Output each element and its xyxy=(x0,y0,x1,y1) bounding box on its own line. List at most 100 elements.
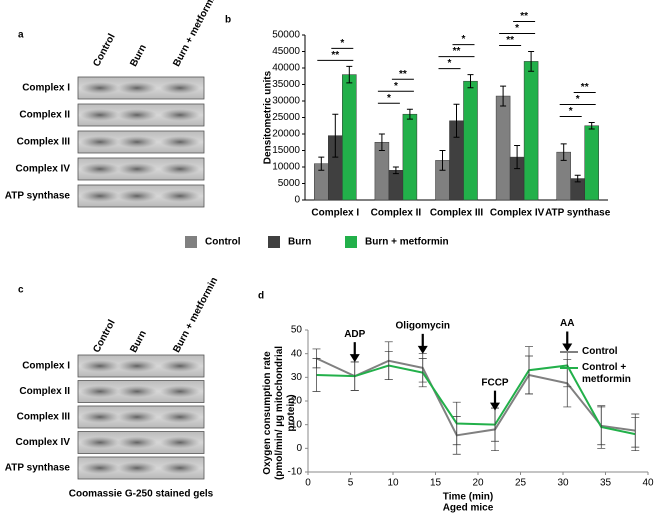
blot-band xyxy=(160,136,200,148)
legend-label: Control + metformin xyxy=(582,362,631,385)
x-tick-label: Complex II xyxy=(371,208,422,219)
annotation-label: FCCP xyxy=(481,377,509,388)
legend-swatch xyxy=(345,236,357,248)
y-tick-label: 45000 xyxy=(272,46,300,57)
y-axis-label: Oxygen consumption rate (pmol/min/ µg mi… xyxy=(262,345,297,481)
row-label: Complex I xyxy=(22,83,70,94)
x-tick-label: Complex III xyxy=(430,208,484,219)
lane-label: Control xyxy=(91,32,118,69)
blot-band xyxy=(80,436,120,449)
row-label: Complex III xyxy=(17,137,71,148)
blot-band xyxy=(160,109,200,121)
annotation-label: Oligomycin xyxy=(396,321,450,332)
blot-band xyxy=(117,136,157,148)
error-bar xyxy=(500,85,507,107)
lane-label: Burn xyxy=(128,43,149,69)
bar xyxy=(495,95,511,201)
blot-band xyxy=(80,190,120,202)
blot-band xyxy=(80,136,120,148)
blot-band xyxy=(160,385,200,398)
error-bar xyxy=(588,121,595,130)
significance-label: ** xyxy=(331,50,339,61)
lane-label: Burn xyxy=(128,329,149,355)
y-tick-label: 20000 xyxy=(272,129,300,140)
significance-label: ** xyxy=(520,11,528,22)
lane-label: Burn + metformin xyxy=(171,0,220,69)
blot-band xyxy=(117,190,157,202)
y-tick-label: 40000 xyxy=(272,63,300,74)
y-tick-label: 40 xyxy=(291,348,303,359)
annotation-arrowhead xyxy=(562,343,573,352)
y-tick-label: 25000 xyxy=(272,112,300,123)
y-tick-label: 30000 xyxy=(272,96,300,107)
legend-swatch xyxy=(185,236,197,248)
blot-band xyxy=(80,82,120,94)
error-bar xyxy=(439,150,446,171)
blot-band xyxy=(160,190,200,202)
x-axis-caption: Aged mice xyxy=(443,503,494,514)
significance-label: ** xyxy=(506,35,514,46)
error-bar xyxy=(631,417,640,452)
annotation-arrowhead xyxy=(349,354,360,363)
bar xyxy=(584,125,599,201)
error-bar xyxy=(514,145,521,170)
line xyxy=(316,357,636,437)
blot-band xyxy=(160,436,200,449)
x-tick-label: 40 xyxy=(642,478,654,489)
row-label: Complex III xyxy=(17,412,71,423)
blot-band xyxy=(80,385,120,398)
error-bar xyxy=(384,350,393,381)
annotation-label: AA xyxy=(560,318,574,329)
y-tick-label: 0 xyxy=(294,195,300,206)
row-label: Complex II xyxy=(19,386,70,397)
legend-label: Control xyxy=(582,346,618,357)
y-tick-label: 50 xyxy=(291,325,303,336)
error-bar xyxy=(528,51,535,72)
blot-band xyxy=(117,411,157,423)
error-bar xyxy=(453,103,460,138)
x-tick-label: 15 xyxy=(430,478,442,489)
x-tick-label: 5 xyxy=(348,478,354,489)
blot-band xyxy=(117,385,157,398)
legend-label: Burn + metformin xyxy=(365,237,449,248)
error-bar xyxy=(574,174,581,183)
significance-label: * xyxy=(448,58,452,69)
error-bar xyxy=(525,346,533,395)
blot-band xyxy=(80,462,120,474)
significance-label: * xyxy=(340,38,344,49)
row-label: ATP synthase xyxy=(5,463,71,474)
blot-band xyxy=(80,109,120,121)
blot-caption: Coomassie G-250 stained gels xyxy=(69,489,214,500)
legend-label: Burn xyxy=(288,237,311,248)
lane-label: Control xyxy=(91,318,118,355)
x-tick-label: 20 xyxy=(472,478,484,489)
error-bar xyxy=(378,133,385,151)
y-tick-label: 10000 xyxy=(272,162,300,173)
blot-band xyxy=(117,163,157,175)
annotation-label: ADP xyxy=(344,329,365,340)
blot-band xyxy=(160,411,200,423)
x-tick-label: 25 xyxy=(515,478,527,489)
y-tick-label: 50000 xyxy=(272,30,300,41)
y-tick-label: 10 xyxy=(291,419,303,430)
legend-swatch xyxy=(268,236,280,248)
significance-label: * xyxy=(462,34,466,45)
row-label: Complex II xyxy=(19,110,70,121)
blot-band xyxy=(117,360,157,372)
blot-band xyxy=(117,82,157,94)
x-tick-label: 35 xyxy=(600,478,612,489)
row-label: Complex IV xyxy=(16,437,71,448)
y-tick-label: 5000 xyxy=(278,178,301,189)
x-tick-label: 30 xyxy=(557,478,569,489)
blot-band xyxy=(160,163,200,175)
blot-band xyxy=(160,82,200,94)
y-tick-label: -10 xyxy=(288,467,303,478)
bar xyxy=(402,113,418,201)
error-bar xyxy=(452,401,461,446)
y-tick-label: 20 xyxy=(291,396,303,407)
significance-label: * xyxy=(569,106,573,117)
legend-label: Control xyxy=(205,237,241,248)
blot-band xyxy=(160,360,200,372)
x-axis-label: Time (min) xyxy=(443,492,493,503)
